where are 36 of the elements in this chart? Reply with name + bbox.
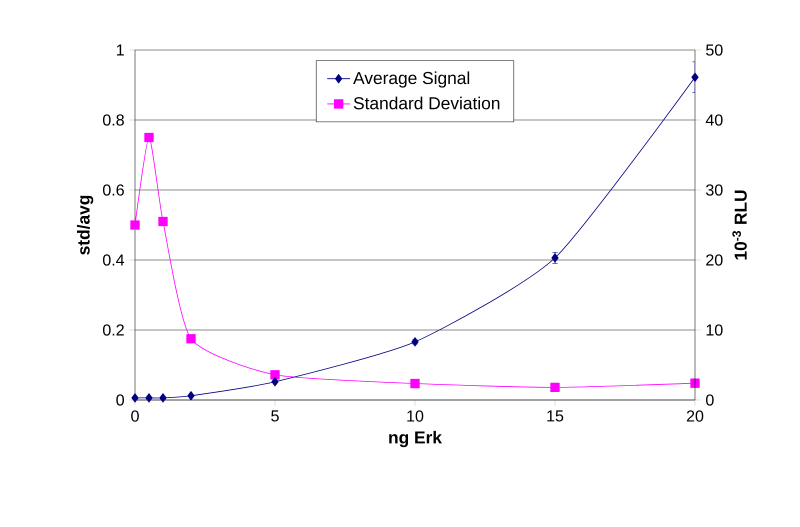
- x-tick-label: 10: [407, 410, 424, 422]
- point: [270, 370, 280, 380]
- point: [411, 337, 419, 347]
- x-tick-label: 15: [547, 410, 564, 422]
- point: [131, 393, 139, 403]
- legend-label: Standard Deviation: [354, 96, 500, 110]
- point: [130, 220, 140, 230]
- x-tick-label: 5: [271, 410, 279, 422]
- x-axis-title: ng Erk: [389, 430, 442, 448]
- x-tick-label: 0: [131, 410, 139, 422]
- y2-tick-label: 20: [706, 254, 723, 266]
- point: [187, 391, 195, 400]
- y2-tick-label: 40: [706, 114, 723, 126]
- y-tick-label: 0.4: [102, 254, 124, 266]
- point: [158, 216, 168, 226]
- y-tick-label: 1: [116, 44, 124, 56]
- point: [186, 334, 196, 344]
- y2-tick-label: 50: [706, 44, 723, 56]
- point: [144, 132, 154, 142]
- y-tick-label: 0: [116, 394, 124, 406]
- x-tick-label: 20: [686, 410, 704, 422]
- point: [410, 378, 420, 388]
- y-tick-label: 0.6: [102, 184, 124, 196]
- y-tick-label: 0.8: [102, 114, 124, 126]
- legend-label: Average Signal: [353, 71, 470, 88]
- point: [271, 377, 279, 386]
- y2-tick-label: 30: [706, 184, 723, 196]
- y2-tick-label: 0: [706, 394, 714, 406]
- point: [145, 393, 153, 403]
- point: [159, 393, 167, 403]
- point: [691, 72, 699, 82]
- y-axis-title: std/avg: [76, 196, 94, 255]
- y2-tick-label: 10: [706, 324, 723, 336]
- y2-axis-title: 10$^{-3}$ RLU: [732, 190, 747, 260]
- point: [550, 382, 560, 392]
- y-tick-label: 0.2: [102, 324, 124, 336]
